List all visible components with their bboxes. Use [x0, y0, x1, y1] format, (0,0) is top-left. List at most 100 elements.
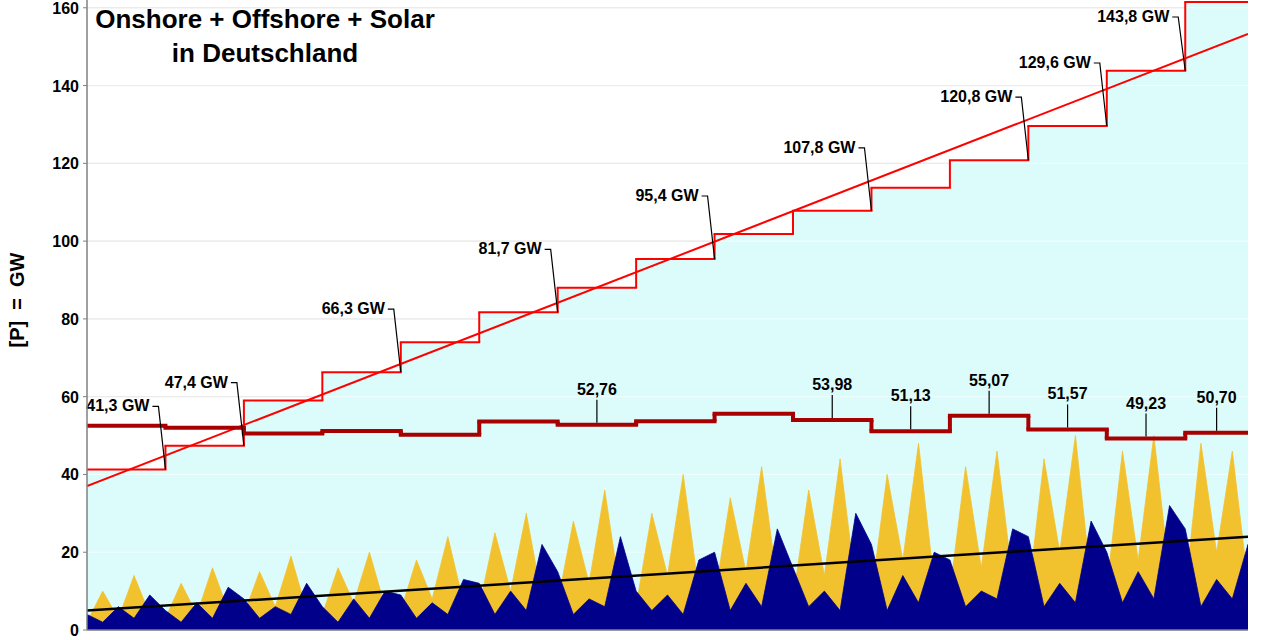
- y-tick-label: 100: [52, 233, 79, 250]
- label-leader: [989, 391, 990, 414]
- grid-line: [87, 85, 1248, 86]
- y-tick-label: 140: [52, 78, 79, 95]
- label-leader: [910, 406, 911, 429]
- capacity-step: [1028, 125, 1106, 127]
- peak-step: [401, 433, 479, 437]
- capacity-label: 120,8 GW: [940, 88, 1013, 105]
- y-tick: [83, 630, 87, 631]
- peak-step: [479, 420, 557, 424]
- y-tick-label: 0: [70, 622, 79, 639]
- label-leader: [231, 383, 244, 446]
- y-tick: [83, 552, 87, 553]
- capacity-step: [479, 311, 557, 313]
- subtitle: in Deutschland: [172, 38, 358, 68]
- capacity-label: 41,3 GW: [86, 397, 150, 414]
- peak-label: 53,98: [812, 376, 852, 393]
- grid-line: [87, 241, 1248, 242]
- capacity-label: 129,6 GW: [1019, 54, 1092, 71]
- grid-line: [87, 241, 1248, 242]
- step-riser: [948, 416, 952, 431]
- y-tick: [83, 474, 87, 475]
- peak-step: [165, 426, 243, 430]
- capacity-step: [715, 233, 793, 235]
- labels: 41,3 GW47,4 GW66,3 GW81,7 GW95,4 GW107,8…: [86, 8, 1236, 469]
- peak-label: 55,07: [969, 372, 1009, 389]
- peak-step: [793, 418, 871, 422]
- y-tick: [83, 7, 87, 8]
- capacity-step: [1185, 1, 1248, 3]
- capacity-label: 143,8 GW: [1097, 8, 1170, 25]
- y-tick-label: 60: [61, 389, 79, 406]
- peak-step: [1028, 427, 1106, 431]
- peak-step: [950, 414, 1028, 418]
- peak-label: 52,76: [577, 381, 617, 398]
- y-tick-label: 120: [52, 155, 79, 172]
- grid-line: [87, 318, 1248, 319]
- peak-step: [87, 424, 165, 428]
- capacity-step: [871, 187, 949, 189]
- step-riser: [1184, 2, 1186, 71]
- capacity-step: [636, 258, 714, 260]
- y-axis-line: [86, 0, 88, 630]
- peak-label: 51,13: [891, 387, 931, 404]
- trend-line: [87, 34, 1248, 486]
- peak-step: [871, 429, 949, 433]
- feed-in-area: [87, 506, 1248, 630]
- step-riser: [1026, 416, 1030, 430]
- capacity-step: [1107, 70, 1185, 72]
- capacity-fill: [87, 2, 1248, 630]
- capacity-step: [950, 159, 1028, 161]
- peak-step: [322, 429, 400, 433]
- capacity-step: [793, 210, 871, 212]
- label-leader: [858, 148, 871, 211]
- label-leader: [702, 196, 715, 259]
- label-leader: [1015, 97, 1028, 160]
- plot-area: [87, 2, 1248, 630]
- y-tick: [83, 318, 87, 319]
- capacity-label: 107,8 GW: [783, 139, 856, 156]
- title: Onshore + Offshore + Solar: [95, 4, 435, 34]
- step-riser: [478, 312, 480, 342]
- capacity-label: 95,4 GW: [635, 187, 699, 204]
- label-leader: [388, 309, 401, 372]
- y-tick-label: 20: [61, 544, 79, 561]
- label-leader: [1216, 408, 1217, 431]
- label-leader: [596, 400, 597, 423]
- label-leader: [152, 406, 165, 469]
- capacity-label: 47,4 GW: [165, 374, 229, 391]
- grid-line: [87, 163, 1248, 164]
- y-tick-label: 40: [61, 466, 79, 483]
- peak-step: [558, 423, 636, 427]
- chart: 41,3 GW47,4 GW66,3 GW81,7 GW95,4 GW107,8…: [0, 0, 1280, 640]
- capacity-step: [165, 445, 243, 447]
- step-riser: [792, 211, 794, 234]
- label-leader: [1172, 17, 1185, 71]
- label-leader: [1067, 404, 1068, 427]
- y-tick: [83, 241, 87, 242]
- grid-line: [87, 318, 1248, 319]
- grid-line: [87, 630, 1248, 631]
- peak-label: 49,23: [1126, 395, 1166, 412]
- label-leader: [832, 395, 833, 418]
- peak-step: [636, 419, 714, 423]
- trend-line: [87, 537, 1248, 611]
- grid-line: [87, 85, 1248, 86]
- capacity-label: 66,3 GW: [322, 300, 386, 317]
- y-tick: [83, 396, 87, 397]
- label-leader: [545, 249, 558, 312]
- peak-step: [1107, 437, 1185, 441]
- y-tick-label: 160: [52, 0, 79, 17]
- grid-line: [87, 163, 1248, 164]
- capacity-step: [401, 341, 479, 343]
- label-leader: [1145, 414, 1146, 437]
- peak-label: 51,57: [1048, 385, 1088, 402]
- y-axis-title: [P] = GW: [6, 252, 28, 347]
- step-riser: [949, 160, 951, 188]
- capacity-step: [322, 371, 400, 373]
- feed-in-area: [87, 436, 1248, 630]
- peak-step: [244, 432, 322, 436]
- step-riser: [321, 372, 323, 400]
- peak-step: [715, 412, 793, 416]
- label-leader: [1094, 63, 1107, 126]
- y-tick: [83, 163, 87, 164]
